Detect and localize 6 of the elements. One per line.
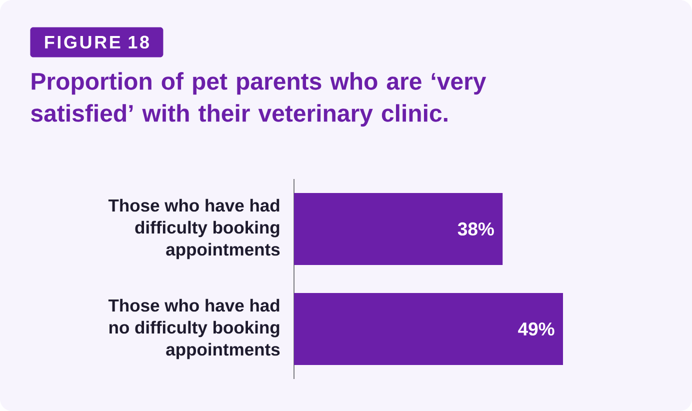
chart-title: Proportion of pet parents who are ‘very satisfied’ with their veterinary clinic. bbox=[31, 72, 486, 127]
y-tick-label: Those who have had difficulty booking appointments bbox=[108, 198, 280, 260]
caption: FIGURE 18 bbox=[45, 36, 149, 49]
y-tick-label: Those who have had no difficulty booking appointments bbox=[108, 298, 280, 360]
data-label: 49% bbox=[518, 322, 554, 336]
data-label: 38% bbox=[458, 222, 494, 236]
